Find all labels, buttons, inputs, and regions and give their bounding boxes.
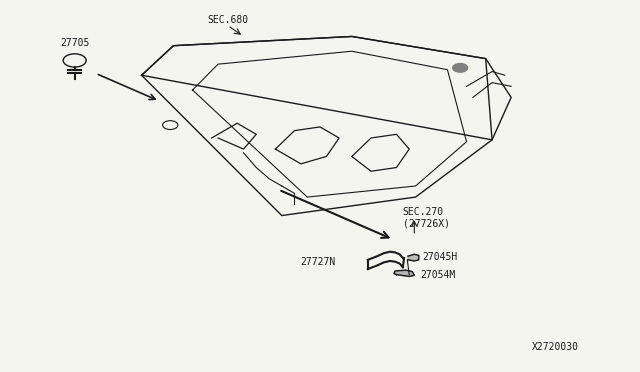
Polygon shape — [394, 270, 414, 276]
Polygon shape — [408, 254, 419, 261]
Text: SEC.270: SEC.270 — [403, 207, 444, 217]
Text: X2720030: X2720030 — [532, 342, 579, 352]
Text: 27054M: 27054M — [420, 270, 456, 280]
Text: 27045H: 27045H — [422, 252, 457, 262]
Text: SEC.680: SEC.680 — [207, 15, 248, 25]
Circle shape — [452, 63, 468, 72]
Text: 27727N: 27727N — [301, 257, 336, 267]
Text: (27726X): (27726X) — [403, 218, 450, 228]
Text: 27705: 27705 — [60, 38, 90, 48]
